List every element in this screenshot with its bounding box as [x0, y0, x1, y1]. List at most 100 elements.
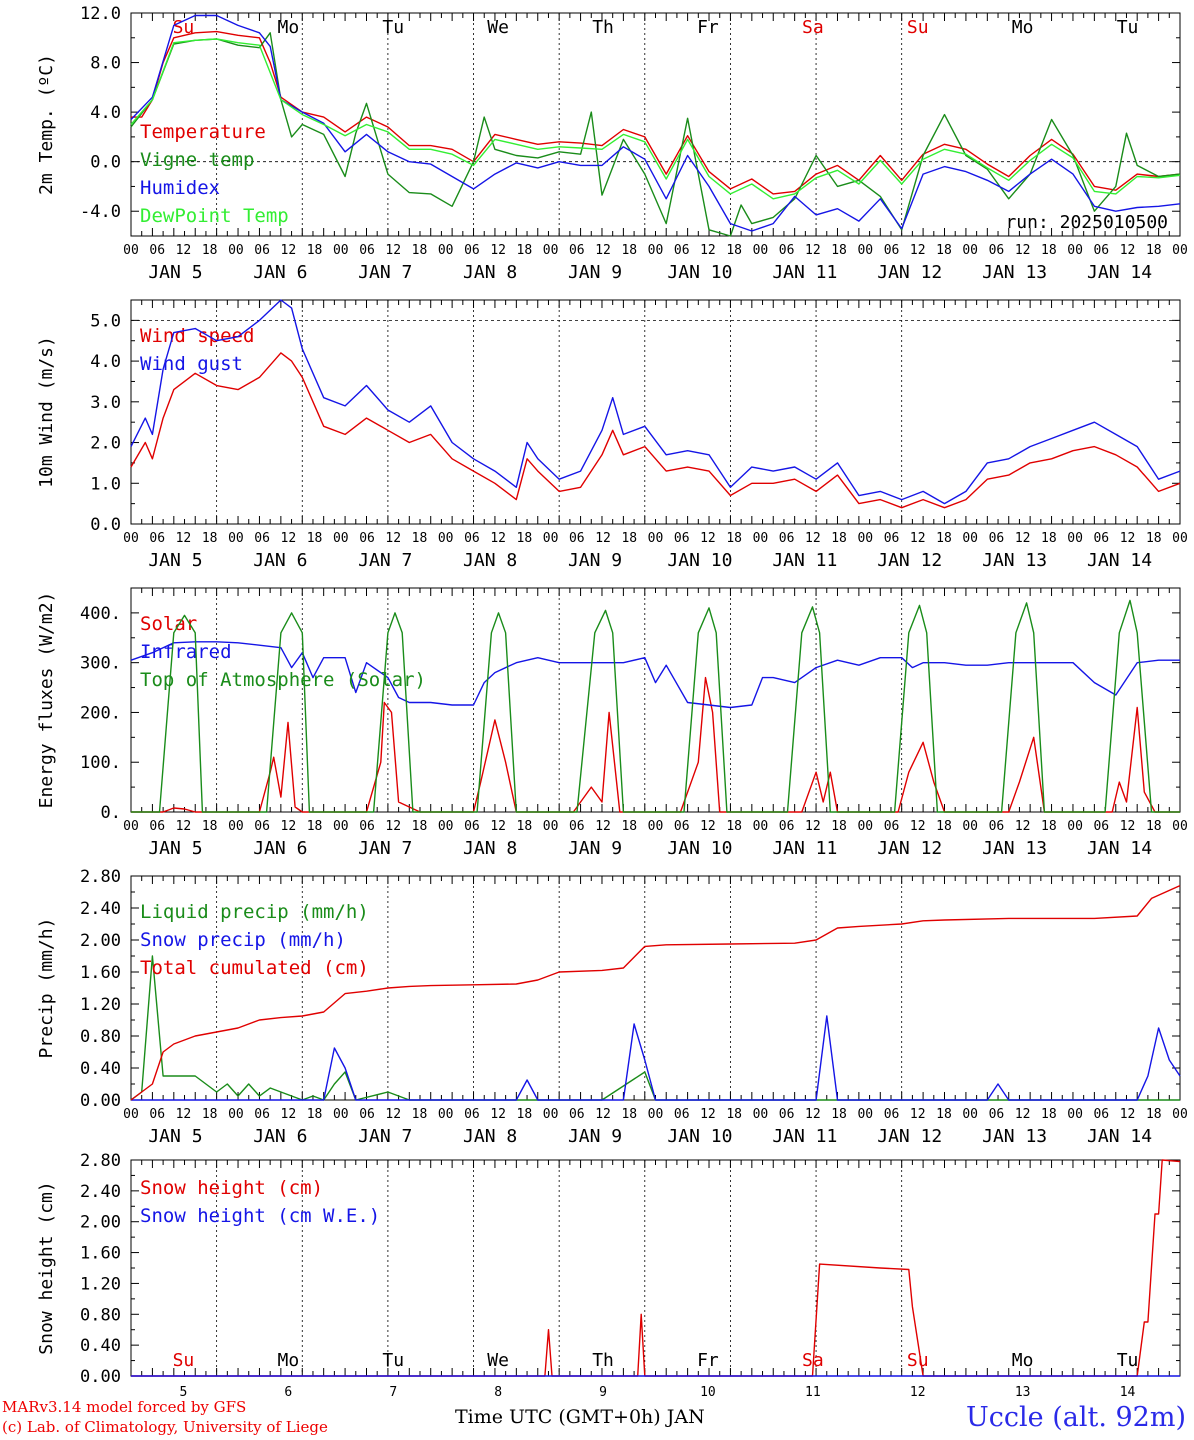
x-hour-label: 00: [123, 819, 139, 834]
x-hour-label: 18: [412, 243, 428, 258]
x-hour-label: 12: [490, 243, 506, 258]
x-hour-label: 18: [412, 531, 428, 546]
y-axis-label: 2m Temp. (ºC): [36, 54, 57, 195]
day-name-label: Su: [907, 1350, 929, 1371]
y-tick-label: -4.0: [80, 202, 121, 222]
x-hour-label: 06: [989, 243, 1005, 258]
x-axis-title: Time UTC (GMT+0h) JAN: [455, 1406, 705, 1428]
series-line-1-4: [130, 38, 1181, 200]
x-hour-label: 12: [910, 819, 926, 834]
x-hour-label: 00: [333, 1107, 349, 1122]
x-date-label: JAN 11: [772, 262, 837, 283]
x-date-label: JAN 7: [358, 550, 412, 571]
series-line-3-3: [131, 599, 1180, 813]
y-tick-label: 100.: [80, 753, 121, 773]
x-hour-label: 18: [517, 531, 533, 546]
x-date-label: JAN 12: [877, 262, 942, 283]
x-hour-label: 06: [779, 531, 795, 546]
plot-frame: [130, 587, 1181, 813]
y-tick-label: 0.00: [80, 1367, 121, 1387]
x-date-label: JAN 9: [568, 838, 622, 859]
legend-entry: Vigne temp: [140, 149, 254, 171]
x-hour-label: 06: [254, 819, 270, 834]
series-line-1-1: [131, 30, 1181, 195]
series-line-4-2: [131, 1015, 1181, 1101]
x-hour-label: 00: [962, 531, 978, 546]
x-hour-label: 18: [1041, 243, 1057, 258]
y-tick-label: 0.80: [80, 1027, 121, 1047]
x-hour-label: 12: [176, 243, 192, 258]
x-hour-label: 06: [359, 243, 375, 258]
x-hour-label: 12: [281, 531, 297, 546]
x-hour-label: 06: [254, 1107, 270, 1122]
y-tick-label: 3.0: [90, 393, 121, 413]
x-date-label: JAN 13: [982, 550, 1047, 571]
x-date-label: JAN 12: [877, 550, 942, 571]
legend-entry: Total cumulated (cm): [140, 957, 369, 979]
station-label: Uccle (alt. 92m): [966, 1402, 1186, 1433]
legend-entry: Snow height (cm W.E.): [140, 1205, 380, 1227]
x-date-label: JAN 13: [982, 1126, 1047, 1147]
x-hour-label: 12: [805, 1107, 821, 1122]
x-hour-label: 06: [1093, 1107, 1109, 1122]
x-hour-label: 06: [884, 1107, 900, 1122]
y-tick-label: 5.0: [90, 311, 121, 331]
x-hour-label: 12: [1120, 819, 1136, 834]
x-date-number: 5: [180, 1385, 188, 1400]
x-hour-label: 06: [359, 531, 375, 546]
x-hour-label: 18: [517, 1107, 533, 1122]
y-tick-label: 2.0: [90, 434, 121, 454]
x-hour-label: 18: [1041, 1107, 1057, 1122]
series-line-2-2: [130, 299, 1181, 505]
x-hour-label: 18: [307, 1107, 323, 1122]
x-hour-label: 12: [595, 819, 611, 834]
day-name-label: Mo: [278, 1350, 300, 1371]
y-tick-label: 1.0: [90, 474, 121, 494]
panel-4: 0.00 0.40 0.80 1.20 1.60 2.00 2.40 2.80 Precip (…: [36, 867, 1188, 1147]
x-hour-label: 18: [621, 819, 637, 834]
x-hour-label: 06: [989, 1107, 1005, 1122]
x-hour-label: 18: [1041, 819, 1057, 834]
x-hour-label: 06: [149, 1107, 165, 1122]
x-date-label: JAN 10: [667, 262, 732, 283]
x-hour-label: 12: [910, 1107, 926, 1122]
day-name-label: Su: [907, 17, 929, 38]
y-tick-label: 200.: [80, 703, 121, 723]
day-name-label: Mo: [278, 17, 300, 38]
y-tick-label: 8.0: [90, 54, 121, 74]
x-hour-label: 12: [281, 243, 297, 258]
x-hour-label: 18: [726, 243, 742, 258]
x-hour-label: 00: [228, 819, 244, 834]
x-hour-label: 06: [779, 1107, 795, 1122]
y-axis-label: 10m Wind (m/s): [36, 336, 57, 488]
x-hour-label: 06: [1093, 531, 1109, 546]
x-hour-label: 06: [464, 819, 480, 834]
x-hour-label: 00: [857, 243, 873, 258]
legend-entry: Snow precip (mm/h): [140, 929, 346, 951]
x-hour-label: 12: [385, 819, 401, 834]
x-date-label: JAN 6: [253, 838, 307, 859]
x-hour-label: 18: [1041, 531, 1057, 546]
x-date-number: 11: [805, 1385, 821, 1400]
x-hour-label: 12: [595, 243, 611, 258]
x-date-label: JAN 8: [463, 838, 517, 859]
x-hour-label: 06: [359, 819, 375, 834]
x-hour-label: 06: [884, 243, 900, 258]
x-hour-label: 06: [674, 531, 690, 546]
x-hour-label: 12: [490, 819, 506, 834]
x-hour-label: 06: [779, 819, 795, 834]
x-hour-label: 18: [1146, 1107, 1162, 1122]
x-hour-label: 18: [726, 531, 742, 546]
x-hour-label: 18: [202, 243, 218, 258]
x-hour-label: 00: [753, 243, 769, 258]
x-hour-label: 06: [569, 1107, 585, 1122]
x-hour-label: 06: [254, 531, 270, 546]
legend-entry: DewPoint Temp: [140, 205, 289, 227]
x-hour-label: 18: [307, 531, 323, 546]
x-hour-label: 18: [517, 243, 533, 258]
x-hour-label: 06: [569, 243, 585, 258]
x-date-label: JAN 7: [358, 1126, 412, 1147]
x-hour-label: 18: [412, 819, 428, 834]
x-hour-label: 00: [1172, 1107, 1188, 1122]
x-hour-label: 12: [700, 819, 716, 834]
